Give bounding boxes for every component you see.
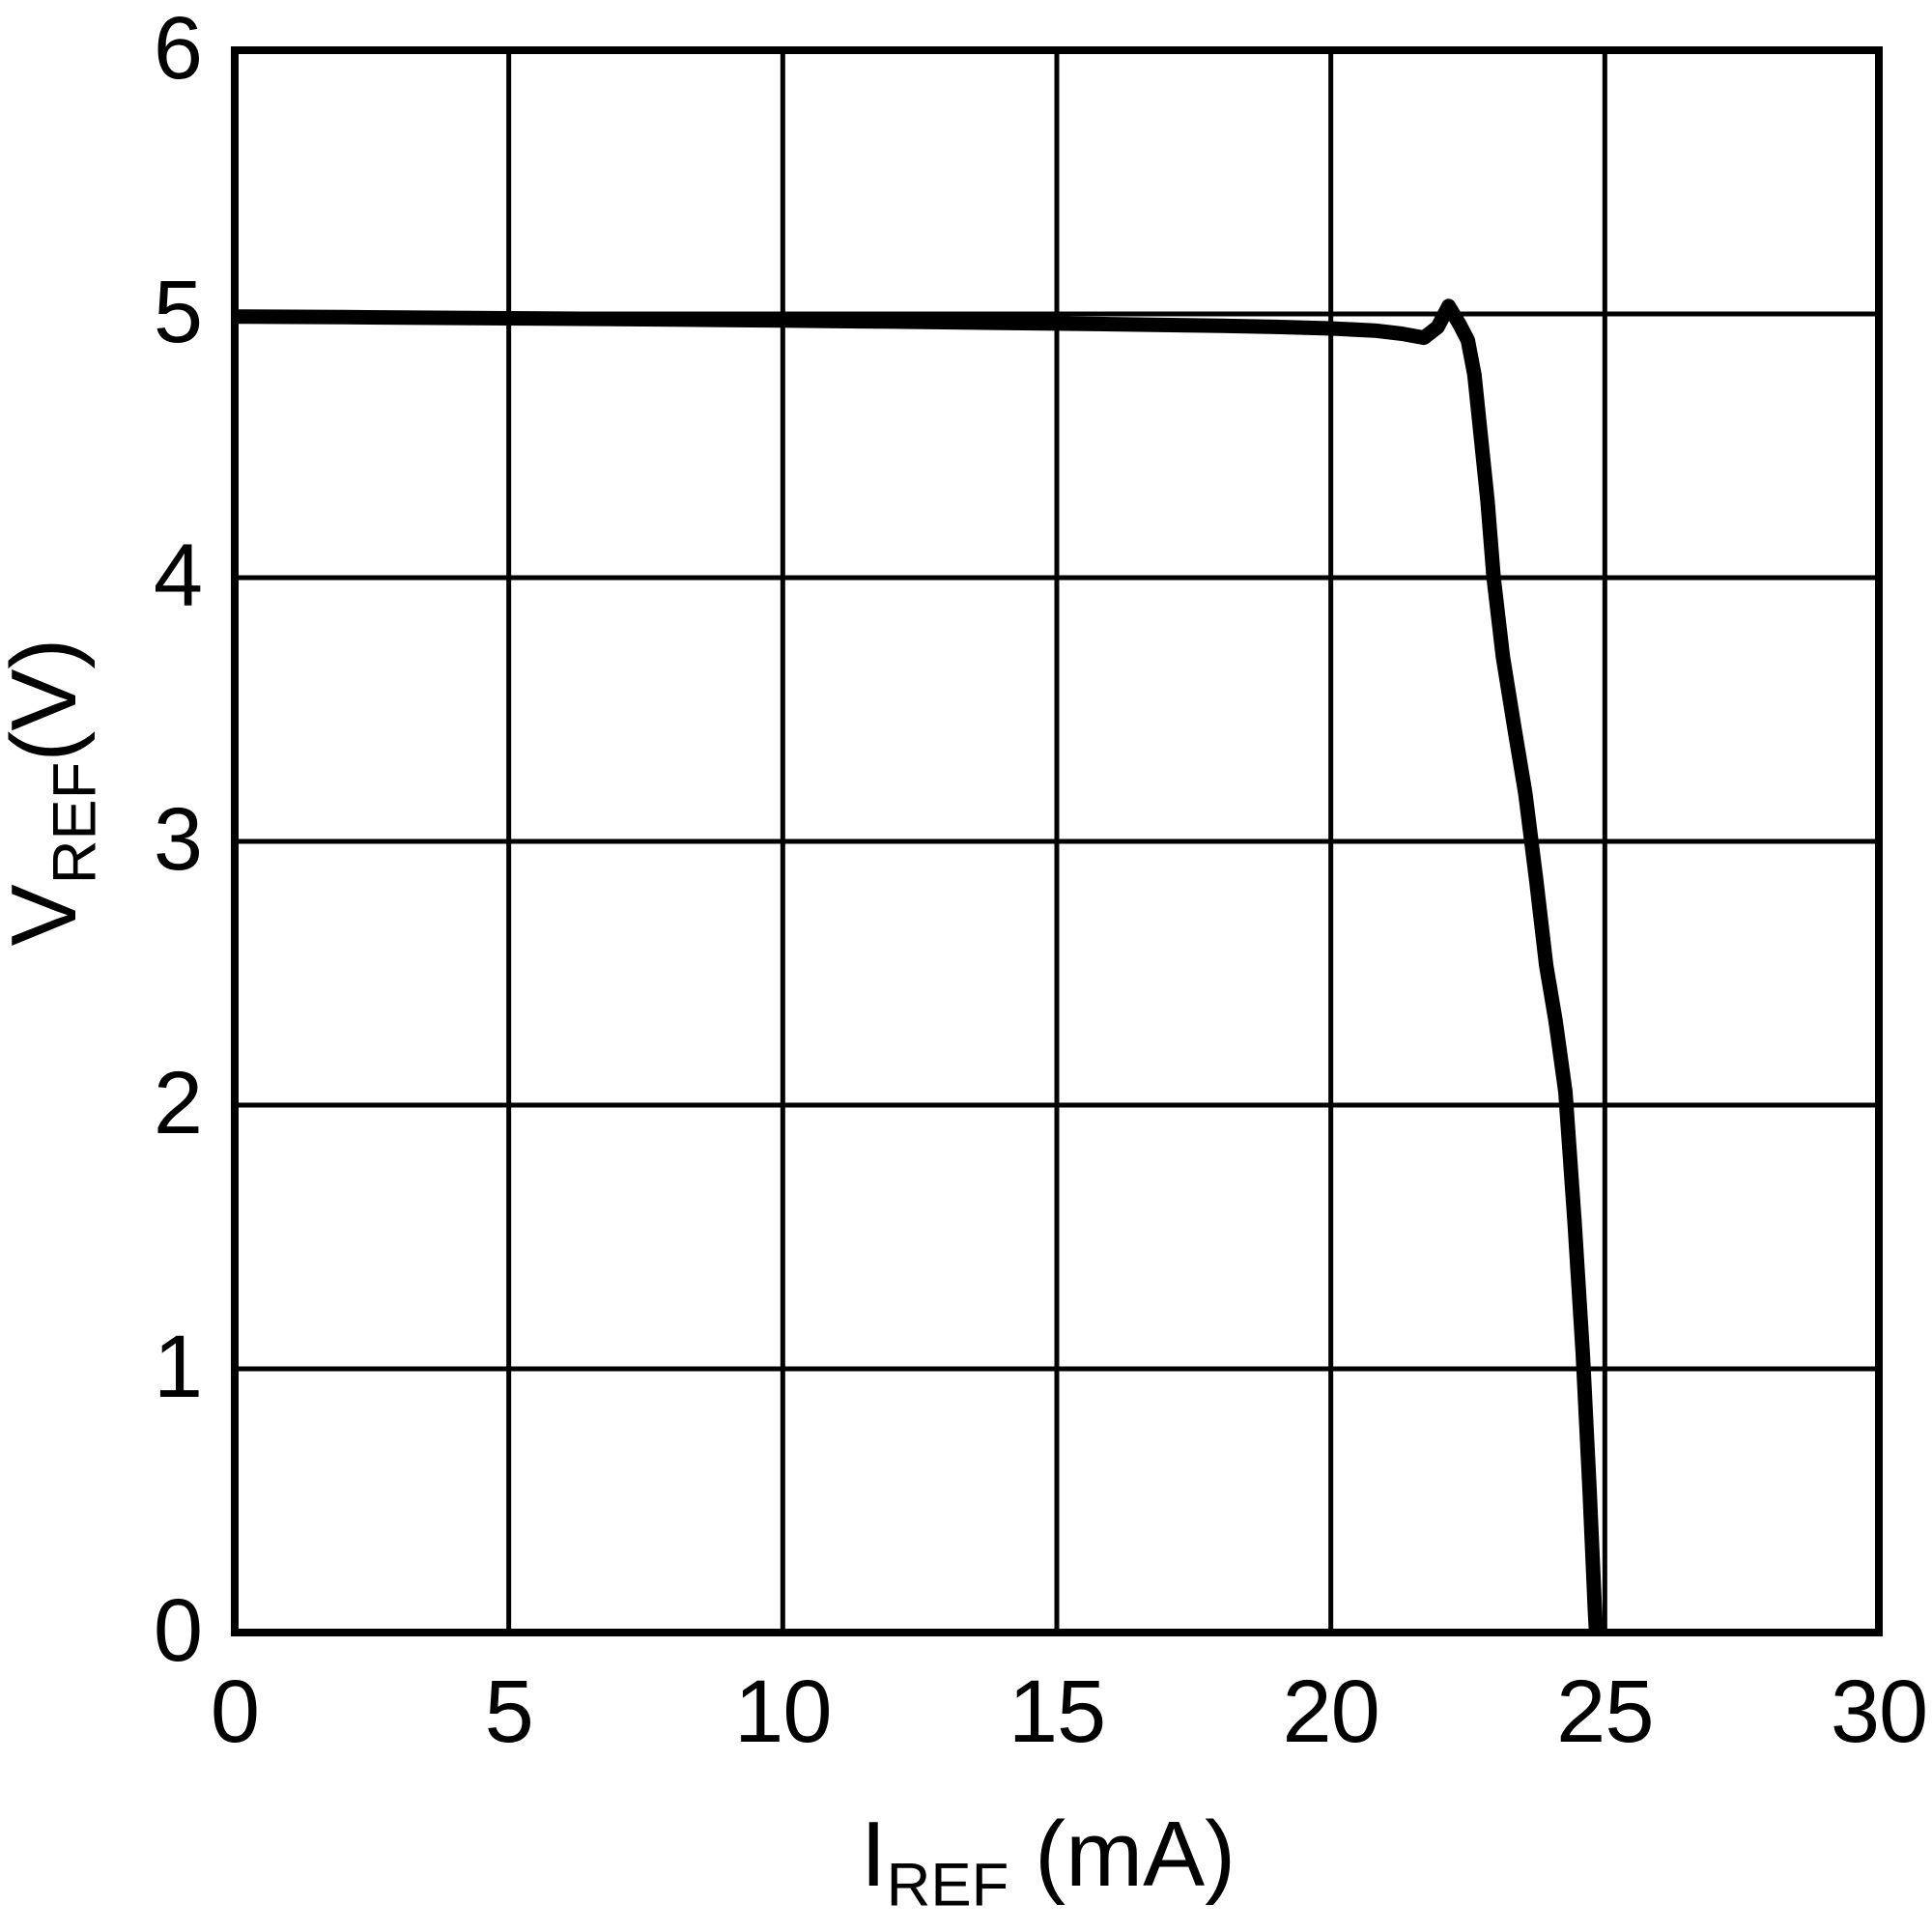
x-axis-unit: (mA)	[1035, 1803, 1236, 1906]
y-axis-unit: (V)	[0, 638, 97, 762]
x-tick-label: 5	[484, 1662, 534, 1761]
x-tick-label: 20	[1282, 1662, 1379, 1761]
y-tick-label: 0	[153, 1581, 203, 1681]
y-axis-title: VREF(V)	[0, 638, 109, 947]
x-tick-label: 25	[1556, 1662, 1654, 1761]
x-tick-label: 10	[734, 1662, 832, 1761]
x-tick-label: 15	[1008, 1662, 1106, 1761]
y-axis-symbol: V	[0, 884, 97, 947]
x-axis-symbol: I	[860, 1803, 887, 1906]
y-tick-label: 6	[153, 0, 203, 99]
plot-border	[231, 46, 1883, 1636]
y-tick-label: 1	[153, 1318, 203, 1417]
x-tick-label: 0	[210, 1662, 260, 1761]
x-axis-subscript: REF	[886, 1851, 1009, 1919]
x-axis-title: IREF (mA)	[861, 1808, 1236, 1917]
y-tick-label: 5	[153, 263, 203, 362]
gridlines	[235, 50, 1879, 1633]
x-tick-label: 30	[1830, 1662, 1928, 1761]
y-tick-label: 4	[153, 526, 203, 626]
y-tick-label: 3	[153, 790, 203, 890]
y-tick-label: 2	[153, 1054, 203, 1153]
vref-curve	[234, 298, 1604, 1634]
y-axis-subscript: REF	[41, 761, 109, 885]
